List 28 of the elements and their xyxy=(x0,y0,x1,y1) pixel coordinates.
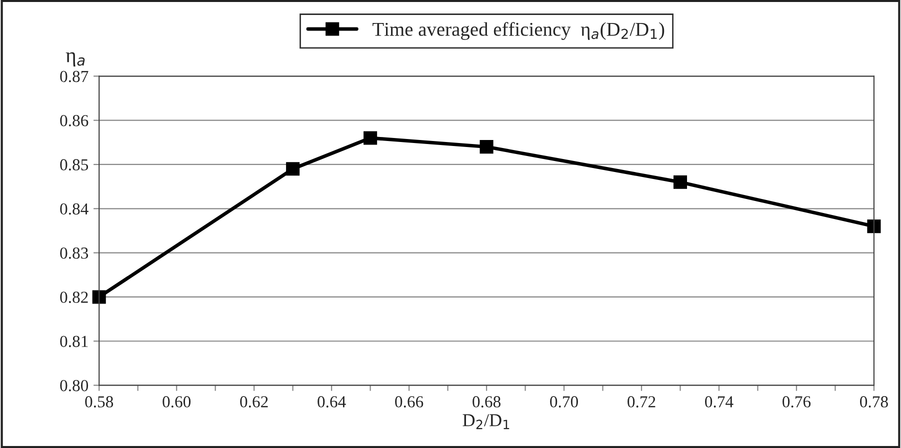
x-tick-label: 0.58 xyxy=(85,396,114,408)
y-tick-label: 0.82 xyxy=(60,292,88,303)
x-tick-label: 0.76 xyxy=(782,396,811,408)
y-tick-label: 0.83 xyxy=(60,248,88,259)
y-tick-label: 0.80 xyxy=(60,380,88,392)
point xyxy=(92,290,106,304)
x-tick-label: 0.62 xyxy=(240,396,268,408)
x-tick-label: 0.74 xyxy=(705,396,734,408)
legend-label: Time averaged efficiency η$_{a}$(D$_{2}$/D$_{1}$) xyxy=(372,22,664,40)
x-tick-label: 0.78 xyxy=(860,396,888,408)
point xyxy=(364,131,378,145)
text: 0.60 xyxy=(162,396,191,408)
x-tick-label: 0.64 xyxy=(318,396,346,408)
y-tick-label: 0.85 xyxy=(60,159,88,170)
x-axis-title: D$_{2}$/D$_{1}$ xyxy=(462,414,510,430)
y-tick-label: 0.86 xyxy=(60,115,88,126)
point xyxy=(480,140,494,154)
x-tick-label: 0.72 xyxy=(628,396,656,408)
y-tick-label: 0.84 xyxy=(60,203,88,215)
y-tick-label: 0.87 xyxy=(60,70,88,82)
text: 0.70 xyxy=(550,396,578,408)
x-tick-label: 0.66 xyxy=(395,396,424,408)
point xyxy=(867,220,881,234)
point xyxy=(673,175,688,189)
x-tick-label: 0.68 xyxy=(472,396,500,408)
y-axis-title: η$_{a}$ xyxy=(66,52,85,67)
point xyxy=(286,162,300,176)
y-tick-label: 0.81 xyxy=(60,336,88,348)
